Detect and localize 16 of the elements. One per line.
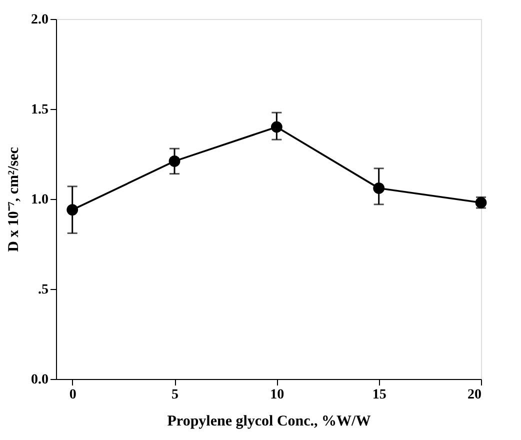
x-axis-title: Propylene glycol Conc., %W/W [167,414,371,430]
y-tick-label: .5 [38,282,48,298]
x-tick-label: 20 [468,388,482,402]
point [270,121,282,133]
y-tick-label: 1.0 [31,192,48,208]
x-tick-label: 15 [372,388,386,402]
point [373,182,385,194]
x-tick-label: 10 [270,388,284,402]
y-tick-label: 1.5 [31,102,48,118]
y-axis-title: D x 10⁻⁷, cm²/sec [6,146,22,252]
y-tick-label: 2.0 [31,12,48,28]
x-tick-label: 0 [69,388,76,402]
point [168,156,180,167]
point [66,204,78,216]
y-tick-label: 0.0 [31,372,48,388]
x-tick-label: 5 [172,388,179,402]
